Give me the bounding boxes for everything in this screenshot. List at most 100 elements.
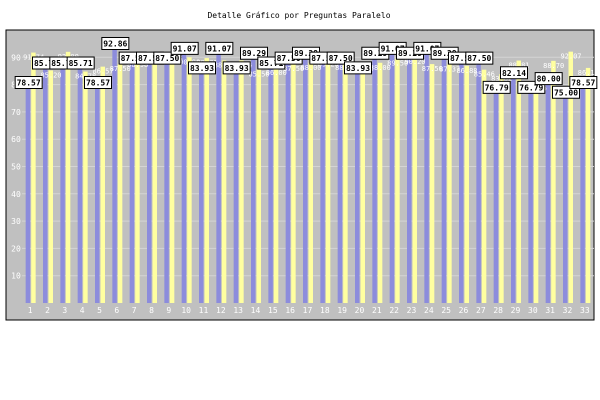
value-label-series1-q7: 87.50 — [121, 54, 145, 63]
chart-title: Detalle Gráfico por Preguntas Paralelo — [207, 11, 390, 20]
x-tick-label: 9 — [166, 306, 171, 315]
value-label-series1-q17: 89.29 — [294, 49, 318, 58]
bar-series2-q23 — [412, 56, 417, 304]
value-label-series2-q23: 90.20 — [404, 58, 425, 66]
value-label-series1-q18: 87.50 — [311, 54, 335, 63]
bar-series1-q5 — [95, 88, 100, 303]
value-label-series1-q13: 83.93 — [225, 64, 249, 73]
value-label-series2-q22: 89.50 — [387, 60, 408, 68]
value-label-series2-q33: 86.11 — [578, 69, 599, 77]
value-labels: 91.7485.2092.0084.7886.5787.5088.9891.90… — [14, 36, 599, 99]
bar-series1-q12 — [216, 54, 221, 303]
x-tick-label: 2 — [45, 306, 50, 315]
value-label-series1-q23: 89.29 — [398, 49, 422, 58]
bar-series2-q13 — [239, 60, 244, 304]
bar-series2-q6 — [117, 64, 123, 303]
value-label-series2-q6: 87.50 — [110, 65, 131, 73]
bar-series1-q15 — [268, 69, 273, 303]
x-tick-label: 14 — [251, 306, 261, 315]
x-tick-label: 7 — [132, 306, 137, 315]
x-tick-label: 33 — [580, 306, 590, 315]
value-label-series1-q27: 87.50 — [467, 54, 491, 63]
value-label-series2-q14: 85.50 — [248, 71, 269, 79]
value-label-box — [326, 51, 355, 65]
x-tick-label: 30 — [528, 306, 538, 315]
value-label-box — [552, 85, 580, 99]
bar-series2-q29 — [516, 60, 521, 303]
value-label-box — [569, 76, 598, 90]
bar-series1-q16 — [285, 64, 291, 303]
value-label-series1-q10: 91.07 — [173, 44, 197, 53]
bar-series1-q24 — [424, 54, 429, 303]
x-tick-label: 1 — [28, 306, 33, 315]
x-tick-label: 4 — [80, 306, 85, 315]
bar-series1-q29 — [511, 78, 516, 303]
bar-series2-q2 — [48, 70, 53, 304]
x-tick-label: 18 — [320, 306, 330, 315]
value-label-series1-q1: 78.57 — [17, 79, 41, 88]
value-label-series2-q2: 85.20 — [40, 71, 61, 79]
x-axis-ticks: 1 2 3 4 5 6 7 8 9 10 11 12 13 14 15 16 17 18 19 20 21 22 23 24 2… — [28, 306, 590, 315]
value-label-series1-q14: 89.29 — [242, 49, 266, 58]
value-label-series2-q16: 87.50 — [283, 65, 304, 73]
bar-series2-q18 — [325, 59, 331, 303]
bars — [25, 49, 591, 304]
bar-series2-q21 — [377, 62, 383, 304]
x-tick-label: 21 — [372, 306, 382, 315]
value-label-box — [14, 76, 43, 90]
bar-series1-q1 — [25, 88, 31, 303]
value-label-series1-q16: 87.50 — [277, 54, 301, 63]
bar-series2-q32 — [568, 51, 573, 304]
value-label-series2-q27: 85.46 — [474, 71, 495, 79]
bar-series1-q17 — [303, 59, 308, 304]
value-label-series2-q24: 87.50 — [422, 65, 443, 73]
bar-series1-q31 — [545, 84, 551, 303]
value-label-series1-q26: 87.50 — [450, 54, 474, 63]
bar-series2-q16 — [291, 64, 296, 303]
value-label-box — [205, 41, 234, 55]
bar-series2-q10 — [187, 57, 192, 303]
bar-series2-q20 — [360, 64, 365, 303]
bar-series2-q19 — [343, 62, 348, 304]
value-label-series1-q29: 82.14 — [502, 69, 526, 78]
x-tick-label: 12 — [216, 306, 226, 315]
value-label-series1-q21: 89.29 — [363, 49, 387, 58]
x-tick-label: 31 — [545, 306, 555, 315]
bar-series1-q10 — [181, 54, 187, 303]
bar-series2-q22 — [395, 58, 400, 303]
y-tick-label: 90 — [11, 53, 21, 62]
bar-series2-q7 — [135, 60, 140, 304]
bar-series2-q24 — [429, 64, 435, 303]
bar-series2-q15 — [273, 68, 279, 303]
x-tick-label: 17 — [303, 306, 313, 315]
value-label-series1-q8: 87.50 — [138, 54, 162, 63]
bar-series2-q25 — [447, 64, 452, 304]
bar-series1-q27 — [476, 64, 481, 303]
x-tick-label: 22 — [389, 306, 399, 315]
value-label-series1-q22: 91.07 — [381, 44, 405, 53]
x-tick-label: 15 — [268, 306, 278, 315]
bar-series1-q23 — [407, 59, 412, 304]
bar-series1-q13 — [233, 73, 239, 304]
bar-series2-q9 — [169, 53, 175, 304]
value-label-series1-q25: 89.29 — [433, 49, 457, 58]
value-label-series1-q3: 85.71 — [51, 59, 75, 68]
x-tick-label: 10 — [181, 306, 191, 315]
bar-series1-q20 — [355, 73, 360, 304]
value-label-series1-q15: 85.71 — [259, 59, 283, 68]
x-tick-label: 13 — [233, 306, 243, 315]
bar-series1-q4 — [77, 69, 83, 303]
value-label-series2-q21: 88.00 — [370, 64, 391, 72]
value-label-box — [500, 66, 528, 80]
bar-series1-q18 — [320, 64, 325, 303]
bar-series1-q19 — [337, 64, 343, 303]
x-tick-label: 27 — [476, 306, 486, 315]
value-label-series1-q11: 83.93 — [190, 64, 214, 73]
value-label-series2-q15: 86.00 — [266, 69, 287, 77]
bar-series1-q11 — [199, 73, 204, 304]
value-label-series2-q26: 86.88 — [456, 67, 477, 75]
value-label-series1-q12: 91.07 — [207, 44, 231, 53]
value-label-series2-q29: 88.81 — [508, 62, 529, 70]
bar-series1-q28 — [493, 93, 499, 303]
y-tick-label: 30 — [11, 217, 21, 226]
